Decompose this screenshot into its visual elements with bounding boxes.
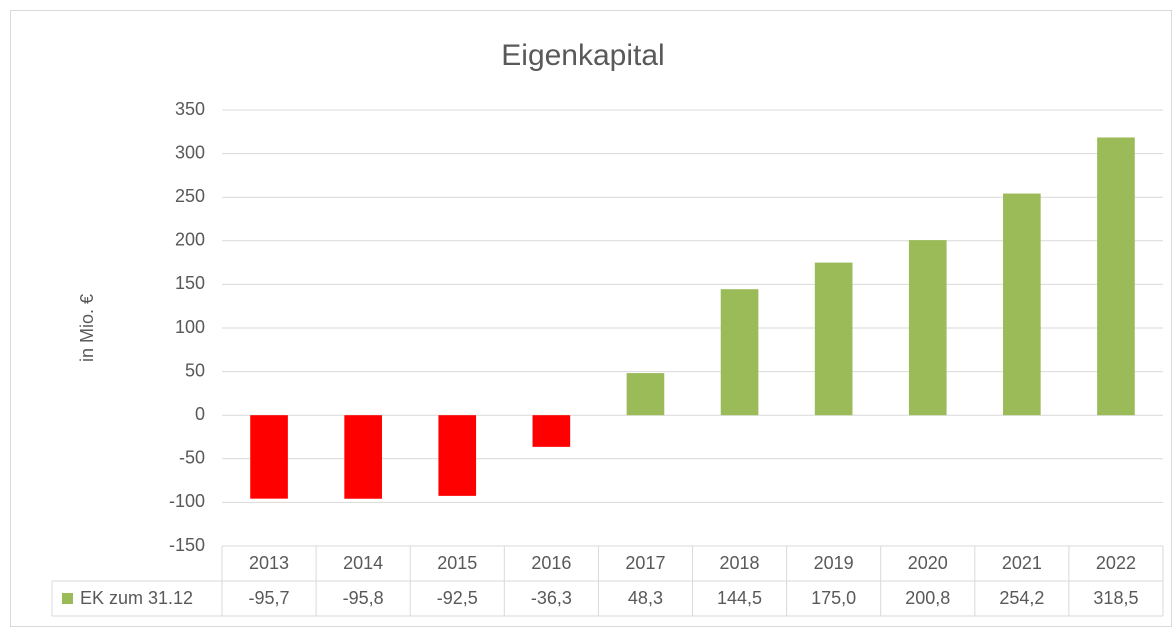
- y-tick-label: 150: [175, 273, 205, 293]
- y-tick-label: 350: [175, 99, 205, 119]
- x-tick-label: 2022: [1096, 553, 1136, 573]
- bar: [438, 415, 477, 496]
- y-tick-label: -150: [169, 535, 205, 555]
- x-tick-label: 2021: [1002, 553, 1042, 573]
- x-tick-label: 2014: [343, 553, 383, 573]
- y-tick-label: -100: [169, 491, 205, 511]
- value-label: -95,8: [343, 588, 384, 608]
- bar: [626, 373, 665, 416]
- y-tick-label: 50: [185, 360, 205, 380]
- x-tick-label: 2016: [531, 553, 571, 573]
- x-tick-label: 2018: [720, 553, 760, 573]
- value-label: 254,2: [999, 588, 1044, 608]
- x-tick-label: 2020: [908, 553, 948, 573]
- bar: [814, 262, 853, 416]
- value-label: -95,7: [249, 588, 290, 608]
- bar: [250, 415, 288, 499]
- x-tick-label: 2013: [249, 553, 289, 573]
- legend-label: EK zum 31.12: [80, 588, 193, 608]
- value-label: -36,3: [531, 588, 572, 608]
- chart-title: Eigenkapital: [501, 39, 664, 72]
- value-label: 175,0: [811, 588, 856, 608]
- y-axis-label: in Mio. €: [77, 294, 97, 362]
- bar: [1097, 137, 1135, 416]
- y-tick-label: 200: [175, 230, 205, 250]
- y-tick-label: 100: [175, 317, 205, 337]
- value-label: -92,5: [437, 588, 478, 608]
- bar: [344, 415, 382, 499]
- x-tick-label: 2015: [437, 553, 477, 573]
- x-tick-label: 2017: [625, 553, 665, 573]
- y-tick-label: 250: [175, 186, 205, 206]
- value-label: 318,5: [1093, 588, 1138, 608]
- bar: [532, 415, 571, 447]
- value-label: 200,8: [905, 588, 950, 608]
- y-tick-label: -50: [179, 448, 205, 468]
- bar: [1003, 193, 1041, 416]
- x-tick-label: 2019: [814, 553, 854, 573]
- y-tick-label: 300: [175, 142, 205, 162]
- legend-swatch: [62, 593, 73, 604]
- bar: [720, 289, 759, 416]
- value-label: 48,3: [628, 588, 663, 608]
- value-label: 144,5: [717, 588, 762, 608]
- chart-border: [10, 10, 1172, 627]
- bar: [908, 240, 947, 416]
- y-tick-label: 0: [195, 404, 205, 424]
